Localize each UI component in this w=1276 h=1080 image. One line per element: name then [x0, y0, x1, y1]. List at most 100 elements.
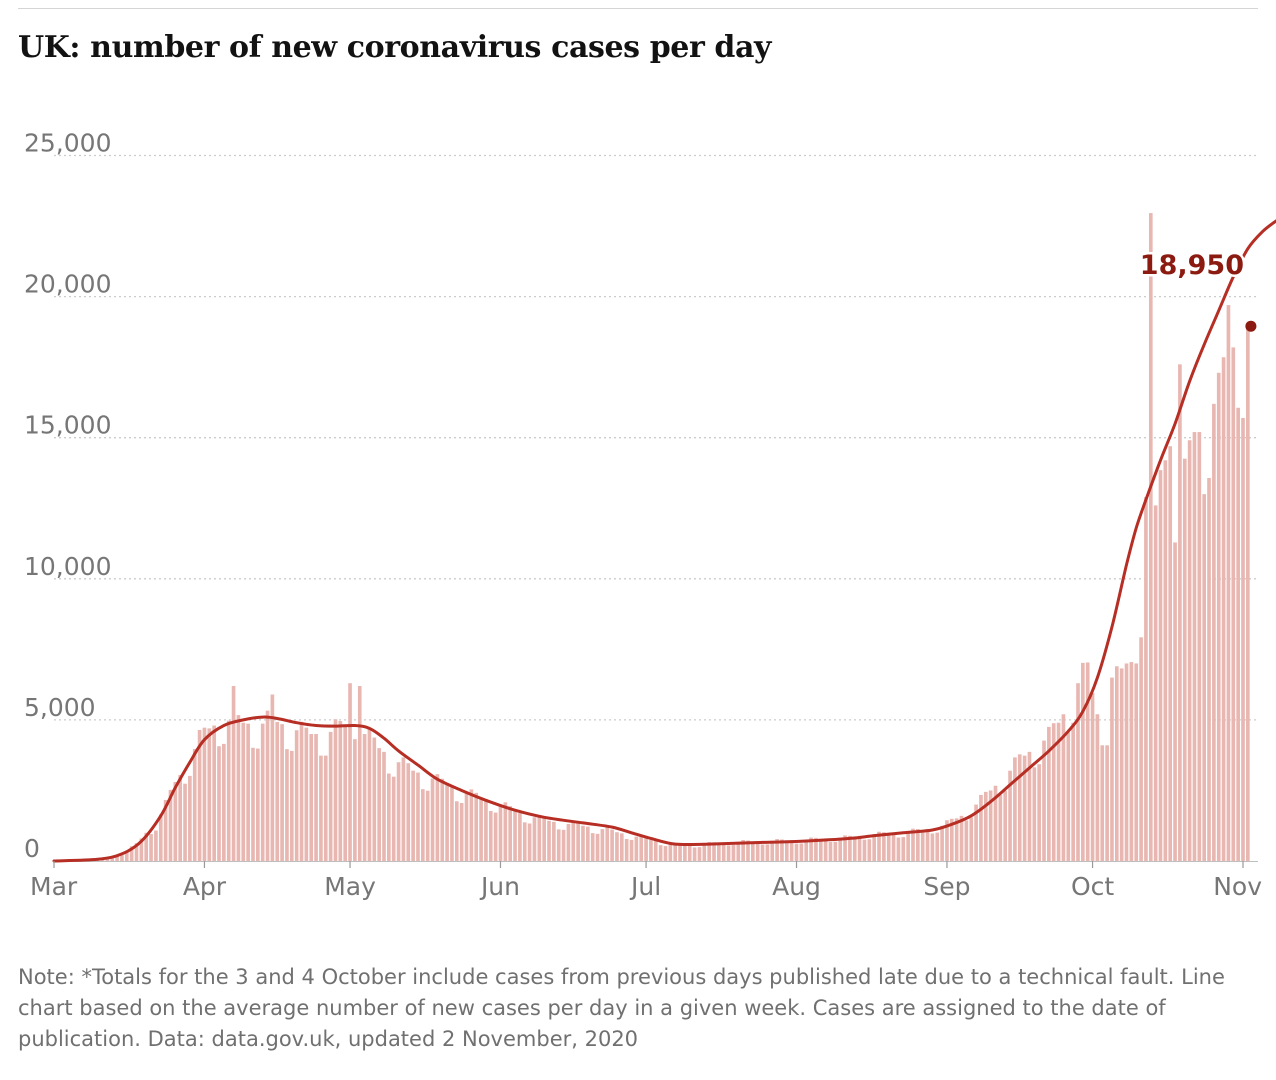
bar	[357, 686, 362, 861]
y-tick-label: 0	[24, 834, 40, 863]
bar	[692, 847, 697, 861]
bar	[916, 829, 920, 861]
bar	[1158, 470, 1163, 861]
bar	[1056, 722, 1061, 861]
bar	[804, 839, 809, 861]
bar	[755, 841, 760, 861]
bar	[459, 803, 464, 861]
bar	[649, 839, 653, 861]
bar	[425, 790, 430, 861]
bar	[163, 800, 168, 861]
bar	[411, 770, 415, 861]
bar	[1105, 745, 1109, 861]
bar	[294, 730, 299, 861]
bar	[1173, 542, 1177, 861]
bar	[1139, 637, 1143, 861]
bar	[590, 833, 595, 861]
bar	[586, 826, 590, 861]
y-tick-label: 15,000	[24, 411, 111, 440]
bar	[348, 683, 352, 861]
bar	[280, 724, 284, 861]
bar	[416, 772, 420, 861]
bar	[124, 850, 129, 861]
latest-annotation: 18,950	[1137, 248, 1257, 332]
bar	[479, 797, 483, 861]
bar	[372, 737, 377, 861]
bar	[940, 825, 944, 861]
bar	[435, 774, 440, 861]
bar	[498, 804, 503, 861]
bar	[518, 813, 522, 861]
bar	[207, 728, 212, 861]
bar	[818, 838, 823, 861]
bar	[173, 781, 178, 861]
bar	[454, 801, 459, 861]
bar	[547, 820, 551, 861]
bar	[1100, 745, 1105, 861]
bar	[246, 723, 250, 861]
bar	[882, 832, 886, 861]
bar	[1212, 403, 1216, 861]
top-rule	[18, 8, 1258, 9]
bar	[1037, 764, 1041, 861]
bar	[1090, 693, 1095, 861]
bar	[974, 804, 978, 861]
bar	[188, 775, 192, 861]
bar	[959, 815, 964, 861]
bar	[1163, 460, 1168, 861]
bar	[1076, 683, 1080, 861]
bar	[770, 840, 775, 861]
bar	[775, 839, 779, 861]
bar	[1013, 757, 1017, 861]
bar	[954, 818, 959, 861]
bar	[377, 748, 381, 861]
bar	[527, 823, 532, 861]
bar	[581, 825, 585, 861]
bar	[639, 835, 644, 861]
bar	[421, 789, 425, 861]
bar	[1207, 478, 1211, 861]
bar	[945, 820, 949, 861]
bar	[343, 725, 348, 861]
bar	[1241, 417, 1245, 861]
bar	[629, 839, 634, 861]
bar	[319, 755, 323, 861]
bar	[644, 837, 648, 861]
latest-point	[1245, 320, 1257, 332]
bar	[367, 728, 372, 861]
bar	[687, 845, 692, 861]
bars	[57, 213, 1250, 862]
bar	[129, 846, 134, 861]
bar	[1197, 432, 1202, 861]
chart-note: Note: *Totals for the 3 and 4 October in…	[18, 965, 1225, 1051]
bar	[799, 843, 804, 861]
bar	[110, 856, 115, 861]
bar	[275, 722, 280, 861]
bar	[222, 743, 226, 861]
bar	[168, 789, 173, 861]
bar	[852, 836, 857, 861]
grid-lines	[54, 154, 1258, 721]
bar	[979, 794, 983, 861]
bar	[930, 833, 935, 861]
bar	[765, 844, 770, 861]
bar	[149, 834, 153, 861]
bar	[610, 829, 614, 861]
bar	[1003, 790, 1008, 861]
bar	[1032, 767, 1037, 861]
y-axis: 0 5,000 10,000 15,000 20,000 25,000	[24, 129, 111, 864]
bar	[911, 828, 915, 861]
bar	[1095, 714, 1100, 861]
bar	[1246, 326, 1250, 862]
bar	[848, 835, 852, 861]
bar	[683, 845, 687, 861]
bar	[333, 719, 338, 861]
bar	[828, 842, 833, 861]
bar	[891, 833, 896, 861]
bar	[668, 844, 673, 861]
x-tick-label: Apr	[183, 872, 227, 901]
bar	[1221, 357, 1226, 861]
bar	[1236, 407, 1240, 861]
bar	[309, 734, 314, 861]
bar	[338, 720, 343, 861]
